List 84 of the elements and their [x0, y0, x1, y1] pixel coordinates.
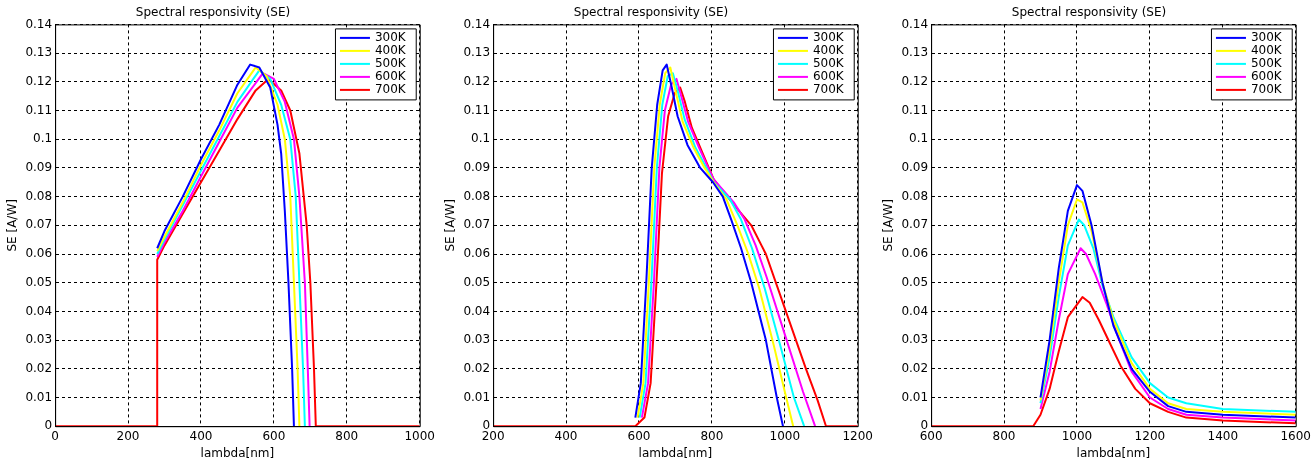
y-tick-label: 0.12 [25, 73, 53, 88]
y-tick-label: 0.09 [463, 160, 491, 175]
y-tick-label: 0.02 [901, 360, 929, 375]
x-tick-label: 1200 [1134, 428, 1166, 443]
y-tick-label: 0.06 [901, 246, 929, 261]
legend-label: 400K [374, 43, 407, 58]
y-tick-label: 0.12 [901, 73, 929, 88]
legend-label: 700K [812, 82, 845, 97]
chart-title: Spectral responsivity (SE) [1011, 5, 1167, 20]
x-tick-label: 600 [627, 428, 651, 443]
y-tick-label: 0.11 [463, 102, 491, 117]
y-tick-label: 0.03 [25, 332, 53, 347]
legend-label: 500K [1250, 56, 1283, 71]
y-tick-label: 0.13 [901, 45, 929, 60]
y-tick-label: 0.03 [463, 332, 491, 347]
x-tick-label: 600 [919, 428, 943, 443]
y-tick-label: 0.06 [25, 246, 53, 261]
x-tick-label: 1200 [842, 428, 873, 443]
x-tick-label: 1000 [769, 428, 801, 443]
y-tick-label: 0.1 [471, 131, 491, 146]
y-tick-label: 0.12 [463, 73, 491, 88]
y-tick-label: 0.11 [901, 102, 929, 117]
legend-label: 500K [374, 56, 407, 71]
legend-label: 300K [1250, 30, 1283, 45]
y-tick-label: 0.14 [463, 16, 491, 31]
x-tick-label: 1400 [1207, 428, 1239, 443]
x-tick-label: 1600 [1280, 428, 1311, 443]
y-tick-label: 0.08 [463, 188, 491, 203]
y-tick-label: 0.07 [463, 217, 491, 232]
x-tick-label: 800 [992, 428, 1016, 443]
legend-label: 600K [374, 69, 407, 84]
y-axis-title: SE [A/W] [881, 199, 896, 252]
y-tick-label: 0.08 [901, 188, 929, 203]
x-tick-label: 400 [554, 428, 578, 443]
legend-label: 500K [812, 56, 845, 71]
y-tick-label: 0.02 [25, 360, 53, 375]
y-tick-label: 0.01 [901, 389, 929, 404]
x-tick-label: 1000 [404, 428, 435, 443]
legend-label: 400K [1250, 43, 1283, 58]
legend-label: 600K [1250, 69, 1283, 84]
x-tick-label: 1000 [1061, 428, 1093, 443]
y-tick-label: 0.07 [901, 217, 929, 232]
x-tick-label: 200 [481, 428, 505, 443]
y-tick-label: 0.05 [901, 274, 929, 289]
x-axis-title: lambda[nm] [1076, 445, 1151, 460]
x-tick-label: 800 [335, 428, 359, 443]
y-tick-label: 0.05 [463, 274, 491, 289]
legend-label: 300K [812, 30, 845, 45]
x-tick-label: 600 [262, 428, 286, 443]
y-tick-label: 0 [44, 418, 53, 433]
y-tick-label: 0.14 [901, 16, 929, 31]
x-axis-title: lambda[nm] [200, 445, 275, 460]
y-axis-title: SE [A/W] [443, 199, 458, 252]
y-tick-label: 0.11 [25, 102, 53, 117]
y-tick-label: 0.04 [25, 303, 53, 318]
y-tick-label: 0.01 [463, 389, 491, 404]
y-tick-label: 0.06 [463, 246, 491, 261]
y-tick-label: 0.05 [25, 274, 53, 289]
y-tick-label: 0.09 [901, 160, 929, 175]
y-tick-label: 0.07 [25, 217, 53, 232]
x-tick-label: 800 [700, 428, 724, 443]
y-tick-label: 0.1 [909, 131, 929, 146]
y-tick-label: 0.02 [463, 360, 491, 375]
chart-title: Spectral responsivity (SE) [135, 5, 291, 20]
legend-label: 700K [374, 82, 407, 97]
y-tick-label: 0.04 [463, 303, 491, 318]
x-tick-label: 400 [189, 428, 213, 443]
x-tick-label: 200 [116, 428, 140, 443]
y-tick-label: 0.01 [25, 389, 53, 404]
y-tick-label: 0.08 [25, 188, 53, 203]
y-tick-label: 0.13 [463, 45, 491, 60]
legend-label: 600K [812, 69, 845, 84]
legend-label: 300K [374, 30, 407, 45]
legend-label: 700K [1250, 82, 1283, 97]
x-axis-title: lambda[nm] [638, 445, 713, 460]
y-tick-label: 0.14 [25, 16, 53, 31]
y-tick-label: 0.13 [25, 45, 53, 60]
legend-label: 400K [812, 43, 845, 58]
y-tick-label: 0.1 [33, 131, 53, 146]
y-tick-label: 0.04 [901, 303, 929, 318]
y-tick-label: 0.09 [25, 160, 53, 175]
y-axis-title: SE [A/W] [5, 199, 20, 252]
chart-title: Spectral responsivity (SE) [573, 5, 729, 20]
y-tick-label: 0.03 [901, 332, 929, 347]
